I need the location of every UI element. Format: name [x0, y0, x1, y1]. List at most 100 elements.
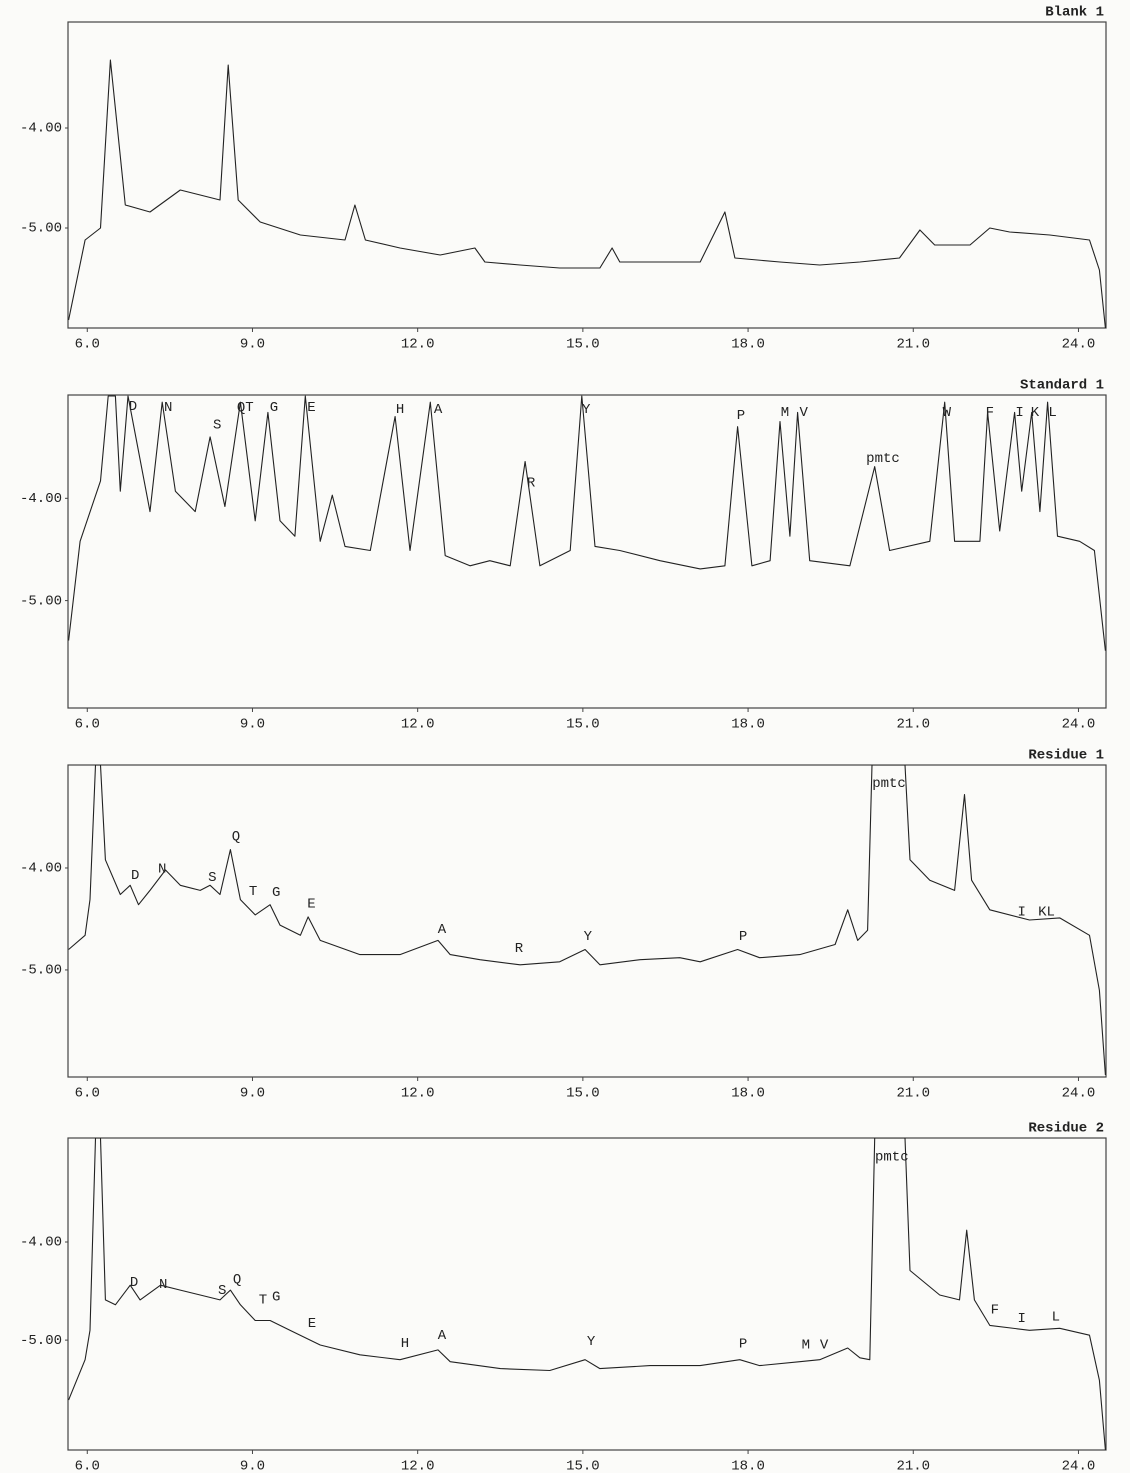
x-tick-label: 12.0 — [401, 717, 435, 733]
peak-label: M — [802, 1338, 810, 1354]
y-tick-label: -5.00 — [20, 963, 62, 979]
peak-label: pmtc — [872, 776, 906, 792]
peak-label: D — [131, 868, 139, 884]
x-tick-label: 24.0 — [1062, 717, 1096, 733]
x-tick-label: 12.0 — [401, 337, 435, 353]
peak-label: pmtc — [875, 1149, 909, 1165]
peak-label: V — [799, 405, 808, 421]
peak-label: Y — [587, 1334, 596, 1350]
peak-label: Y — [582, 402, 591, 418]
peak-label: G — [272, 1290, 280, 1306]
x-tick-label: 12.0 — [401, 1086, 435, 1102]
peak-label: D — [129, 399, 137, 415]
y-tick-label: -4.00 — [20, 1235, 62, 1251]
panel: Blank 1 6.0 9.0 12.0 15.0 18.0 21.0 24.0 -4.00 -5… — [20, 5, 1107, 353]
panel-title: Residue 2 — [1028, 1121, 1104, 1137]
peak-label: I — [1015, 405, 1023, 421]
y-tick-label: -4.00 — [20, 121, 62, 137]
trace — [68, 395, 1106, 651]
x-tick-label: 6.0 — [75, 717, 100, 733]
peak-label: G — [270, 400, 278, 416]
peak-label: A — [438, 922, 447, 938]
peak-label: F — [991, 1302, 999, 1318]
x-tick-label: 18.0 — [731, 1459, 765, 1473]
peak-label: T — [259, 1293, 267, 1309]
panel-title: Residue 1 — [1028, 748, 1104, 764]
peak-label: W — [943, 405, 952, 421]
x-tick-label: 15.0 — [566, 337, 600, 353]
peak-label: N — [164, 400, 172, 416]
x-tick-label: 24.0 — [1062, 1459, 1096, 1473]
y-tick-label: -5.00 — [20, 1333, 62, 1349]
trace — [68, 1138, 1106, 1450]
panel-title: Blank 1 — [1045, 5, 1104, 21]
plot-frame — [67, 394, 1107, 709]
x-tick-label: 9.0 — [240, 1459, 265, 1473]
peak-label: pmtc — [866, 451, 900, 467]
x-tick-label: 24.0 — [1062, 1086, 1096, 1102]
x-tick-label: 21.0 — [896, 1086, 930, 1102]
x-tick-label: 9.0 — [240, 337, 265, 353]
peak-label: Q — [233, 1272, 241, 1288]
y-tick-label: -5.00 — [20, 221, 62, 237]
peak-label: M — [781, 405, 789, 421]
panel: Standard 1 6.0 9.0 12.0 15.0 18.0 21.0 24.0 -4.0… — [20, 378, 1107, 733]
x-tick-label: 9.0 — [240, 1086, 265, 1102]
peak-label: N — [159, 1277, 167, 1293]
x-tick-label: 21.0 — [896, 337, 930, 353]
plot-frame — [67, 21, 1107, 329]
peak-label: T — [249, 884, 257, 900]
x-tick-label: 21.0 — [896, 1459, 930, 1473]
panel: Residue 1 6.0 9.0 12.0 15.0 18.0 21.0 24.0 -4.00… — [20, 748, 1107, 1102]
peak-label: S — [213, 417, 221, 433]
y-tick-label: -4.00 — [20, 861, 62, 877]
panel-title: Standard 1 — [1020, 378, 1104, 394]
peak-label: V — [820, 1338, 829, 1354]
x-tick-label: 18.0 — [731, 1086, 765, 1102]
peak-label: G — [272, 885, 280, 901]
x-tick-label: 15.0 — [566, 1459, 600, 1473]
x-tick-label: 6.0 — [75, 1086, 100, 1102]
peak-label: N — [158, 862, 166, 878]
peak-label: QT — [237, 400, 254, 416]
peak-label: A — [438, 1328, 447, 1344]
x-tick-label: 6.0 — [75, 337, 100, 353]
peak-label: L — [1048, 405, 1056, 421]
peak-label: R — [527, 476, 536, 492]
peak-label: S — [218, 1283, 226, 1299]
x-tick-label: 18.0 — [731, 337, 765, 353]
trace — [68, 59, 1106, 328]
peak-label: R — [515, 941, 524, 957]
y-tick-label: -4.00 — [20, 491, 62, 507]
plot-frame — [67, 764, 1107, 1078]
y-tick-label: -5.00 — [20, 593, 62, 609]
x-tick-label: 21.0 — [896, 717, 930, 733]
peak-label: E — [307, 400, 315, 416]
peak-label: E — [307, 896, 315, 912]
x-tick-label: 6.0 — [75, 1459, 100, 1473]
x-tick-label: 18.0 — [731, 717, 765, 733]
peak-label: I — [1018, 905, 1026, 921]
peak-label: S — [208, 870, 216, 886]
peak-label: H — [396, 402, 404, 418]
peak-label: K — [1031, 405, 1040, 421]
peak-label: I — [1018, 1311, 1026, 1327]
plot-frame — [67, 1137, 1107, 1451]
peak-label: L — [1052, 1309, 1060, 1325]
peak-label: D — [130, 1275, 138, 1291]
peak-label: P — [737, 408, 745, 424]
x-tick-label: 15.0 — [566, 1086, 600, 1102]
peak-label: Y — [584, 929, 593, 945]
peak-label: H — [401, 1336, 409, 1352]
panel: Residue 2 6.0 9.0 12.0 15.0 18.0 21.0 24.0 -4.00… — [20, 1121, 1107, 1473]
x-tick-label: 9.0 — [240, 717, 265, 733]
trace — [68, 765, 1106, 1076]
peak-label: P — [739, 1337, 747, 1353]
x-tick-label: 24.0 — [1062, 337, 1096, 353]
peak-label: Q — [232, 829, 240, 845]
peak-label: E — [308, 1316, 316, 1332]
peak-label: KL — [1038, 905, 1055, 921]
peak-label: A — [434, 402, 443, 418]
peak-label: P — [739, 929, 747, 945]
